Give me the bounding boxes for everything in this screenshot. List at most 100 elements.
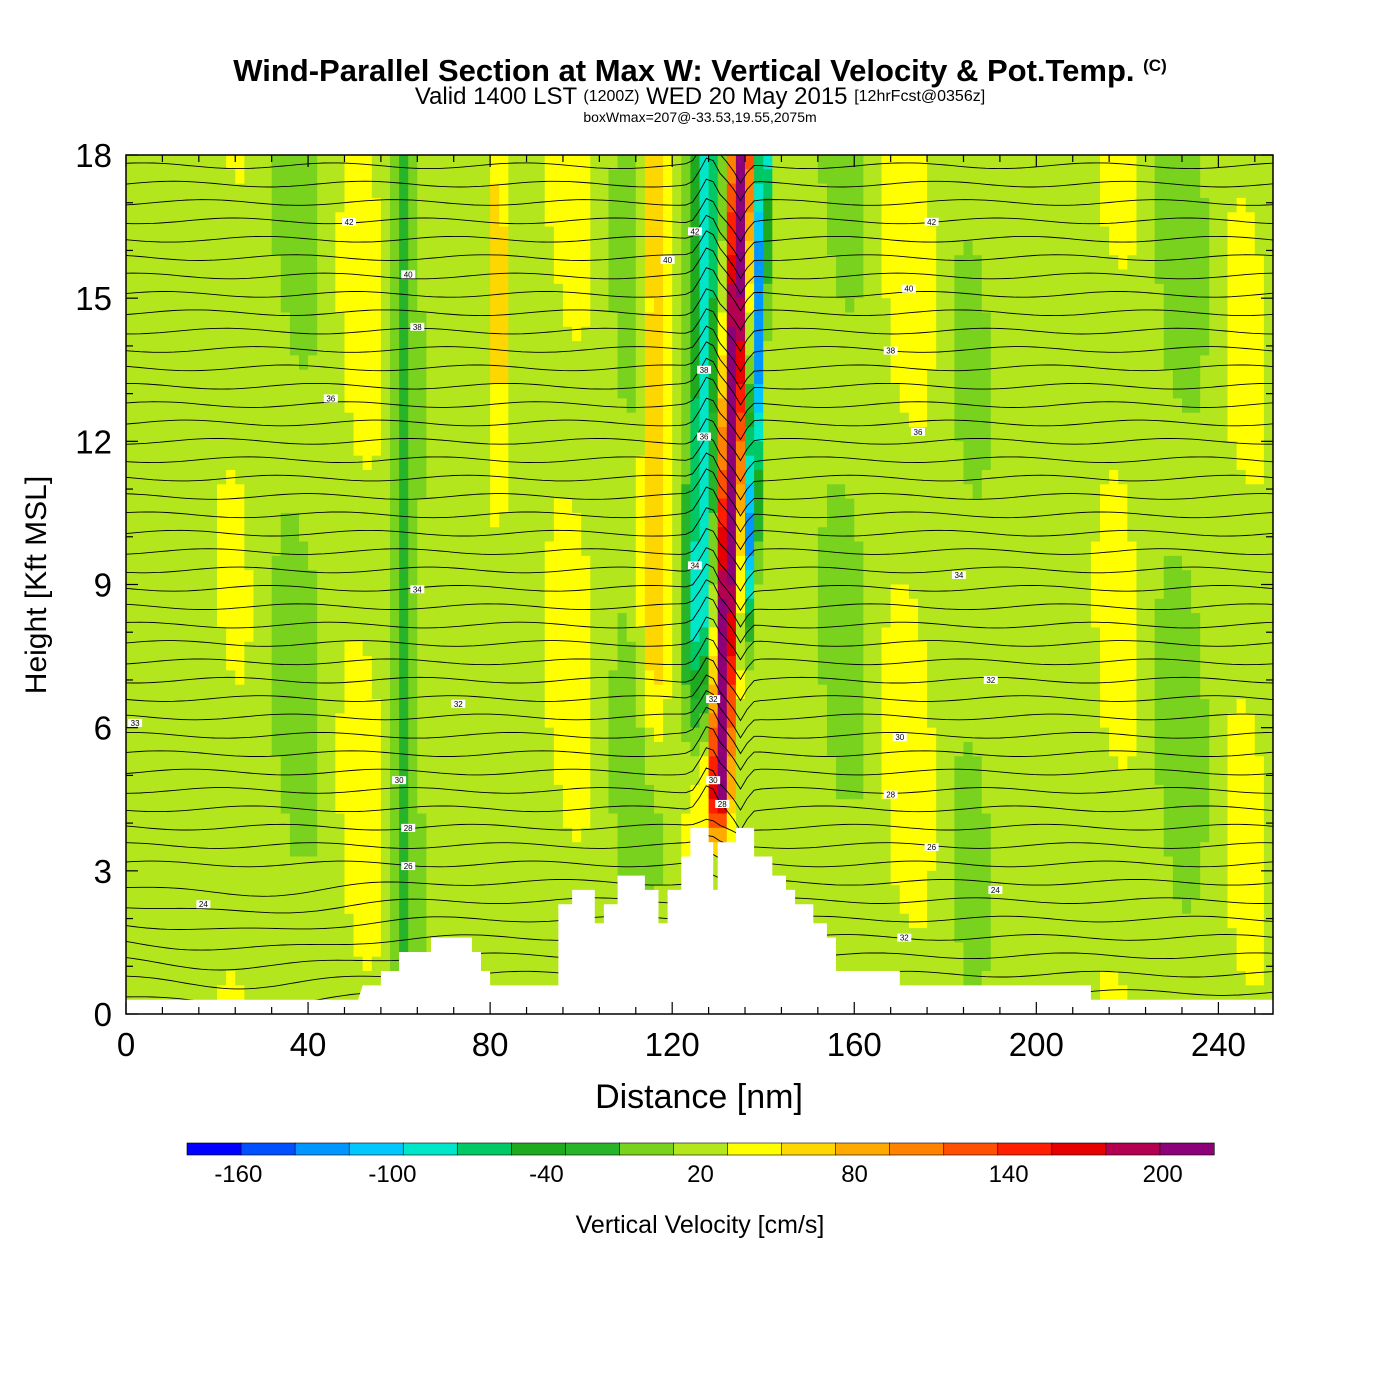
velocity-cell	[845, 341, 855, 357]
velocity-cell	[1136, 355, 1147, 371]
velocity-cell	[808, 512, 819, 528]
velocity-cell	[572, 369, 582, 385]
velocity-cell	[453, 455, 464, 471]
velocity-cell	[581, 412, 591, 428]
velocity-cell	[435, 355, 446, 371]
velocity-cell	[198, 183, 209, 199]
velocity-cell	[1181, 584, 1192, 600]
velocity-cell	[817, 555, 828, 571]
velocity-cell	[1036, 527, 1047, 543]
velocity-cell	[1081, 384, 1092, 399]
velocity-cell	[945, 684, 955, 700]
velocity-cell	[481, 455, 491, 471]
velocity-cell	[1218, 527, 1229, 543]
velocity-cell	[908, 455, 919, 471]
velocity-cell	[244, 427, 255, 442]
velocity-cell	[581, 197, 591, 213]
velocity-cell	[1227, 298, 1238, 314]
velocity-cell	[845, 240, 855, 256]
velocity-cell	[1236, 641, 1247, 657]
velocity-cell	[1127, 441, 1138, 457]
velocity-cell	[690, 584, 701, 600]
velocity-cell	[1118, 155, 1128, 170]
velocity-cell	[426, 298, 437, 314]
velocity-cell	[171, 641, 182, 657]
velocity-cell	[508, 240, 519, 256]
velocity-cell	[490, 341, 500, 357]
velocity-cell	[235, 197, 245, 213]
velocity-cell	[562, 240, 573, 256]
velocity-cell	[126, 255, 136, 271]
velocity-cell	[990, 240, 1001, 256]
velocity-cell	[735, 584, 746, 600]
velocity-cell	[298, 398, 309, 414]
velocity-cell	[672, 369, 682, 385]
velocity-cell	[1163, 641, 1174, 657]
velocity-cell	[754, 441, 764, 457]
velocity-cell	[617, 283, 628, 299]
velocity-cell	[335, 613, 346, 629]
velocity-cell	[144, 427, 154, 442]
velocity-cell	[781, 384, 792, 399]
velocity-cell	[717, 584, 728, 600]
velocity-cell	[1109, 441, 1119, 457]
velocity-cell	[317, 427, 327, 442]
velocity-cell	[1045, 527, 1056, 543]
velocity-cell	[854, 512, 864, 528]
velocity-cell	[854, 298, 864, 314]
velocity-cell	[153, 555, 164, 571]
velocity-cell	[289, 527, 300, 543]
velocity-cell	[417, 355, 427, 371]
velocity-cell	[389, 713, 400, 729]
velocity-cell	[981, 169, 992, 185]
velocity-cell	[881, 169, 892, 185]
velocity-cell	[180, 498, 191, 514]
velocity-cell	[817, 384, 828, 399]
velocity-cell	[198, 656, 209, 671]
velocity-cell	[826, 684, 837, 700]
velocity-cell	[854, 169, 864, 185]
velocity-cell	[217, 455, 227, 471]
velocity-cell	[699, 169, 710, 185]
velocity-cell	[226, 255, 236, 271]
velocity-cell	[608, 527, 619, 543]
velocity-cell	[1063, 541, 1074, 557]
velocity-cell	[790, 570, 801, 586]
velocity-cell	[508, 355, 519, 371]
velocity-cell	[508, 369, 519, 385]
velocity-cell	[590, 269, 600, 285]
velocity-cell	[817, 598, 828, 614]
velocity-cell	[1109, 670, 1119, 686]
velocity-cell	[681, 699, 691, 714]
velocity-cell	[344, 312, 355, 328]
velocity-cell	[162, 427, 173, 442]
velocity-cell	[426, 197, 437, 213]
velocity-cell	[198, 155, 209, 170]
velocity-cell	[1236, 298, 1247, 314]
velocity-cell	[317, 555, 327, 571]
velocity-cell	[745, 527, 755, 543]
velocity-cell	[535, 570, 546, 586]
velocity-cell	[499, 455, 509, 471]
velocity-cell	[1054, 455, 1065, 471]
velocity-cell	[863, 269, 874, 285]
velocity-cell	[217, 584, 227, 600]
velocity-cell	[1036, 555, 1047, 571]
velocity-cell	[226, 155, 236, 170]
velocity-cell	[335, 427, 346, 442]
velocity-cell	[881, 255, 892, 271]
velocity-cell	[999, 512, 1010, 528]
velocity-cell	[1027, 527, 1037, 543]
velocity-cell	[271, 555, 282, 571]
velocity-cell	[999, 255, 1010, 271]
velocity-cell	[635, 197, 646, 213]
velocity-cell	[963, 255, 974, 271]
velocity-cell	[471, 684, 482, 700]
velocity-cell	[836, 684, 846, 700]
velocity-cell	[444, 212, 455, 228]
velocity-cell	[617, 427, 628, 442]
velocity-cell	[180, 197, 191, 213]
velocity-cell	[462, 169, 473, 185]
velocity-cell	[599, 570, 610, 586]
velocity-cell	[872, 326, 883, 342]
